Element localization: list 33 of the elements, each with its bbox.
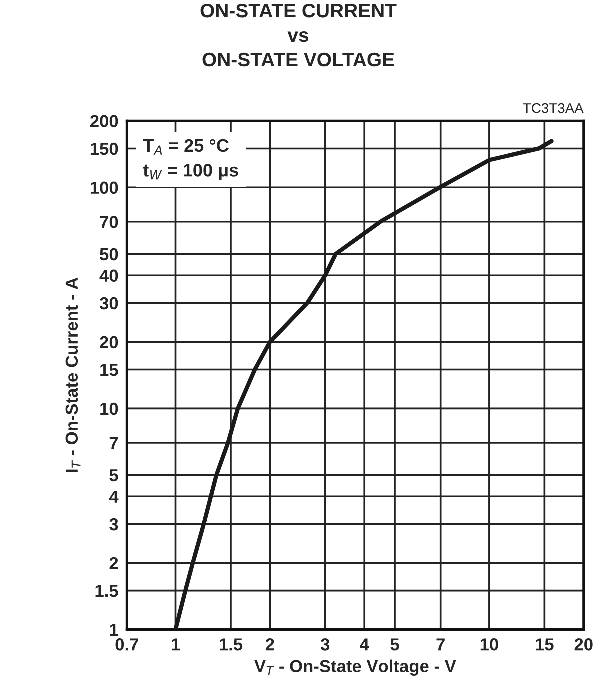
y-axis-title: I$_{T}$ - On-State Current - A [66,278,81,472]
x-tick-label: 10 [480,638,498,651]
x-tick-label: 2 [266,638,274,651]
x-tick-label: 20 [574,638,593,651]
text: T$_{A}$ = 25 °C t$_{W}$ = 100 μs [143,139,238,180]
x-tick-label: 1 [172,638,180,651]
x-tick-label: 3 [320,638,330,651]
x-tick-label: 7 [436,638,445,651]
text: TC3T3AA [523,103,584,114]
y-tick-label: 7 [110,437,118,450]
x-tick-label: 5 [390,638,400,651]
x-tick-label: 15 [536,638,554,651]
y-tick-label: 50 [100,248,118,261]
chart-title: ON-STATE CURRENT vs ON-STATE VOLTAGE [200,4,397,67]
y-tick-label: 2 [110,557,118,570]
y-tick-label: 15 [100,364,118,376]
y-tick-label: 5 [110,470,118,482]
x-tick-label: 0.7 [116,638,138,651]
y-tick-label: 30 [100,297,118,310]
x-tick-label: 1.5 [220,638,243,651]
y-tick-label: 20 [100,336,118,349]
y-tick-label: 1.5 [96,585,118,598]
y-tick-label: 100 [90,182,118,194]
y-tick-label: 1 [110,624,118,636]
y-tick-label: 70 [100,216,118,228]
y-tick-label: 3 [110,518,118,531]
y-tick-label: 200 [90,115,118,128]
y-tick-label: 150 [90,142,118,156]
y-tick-label: 40 [100,270,118,282]
x-tick-label: 4 [360,638,370,651]
y-tick-label: 4 [109,490,119,503]
x-axis-title: V$_{T}$ - On-State Voltage - V [254,660,456,676]
y-tick-label: 10 [100,402,118,416]
